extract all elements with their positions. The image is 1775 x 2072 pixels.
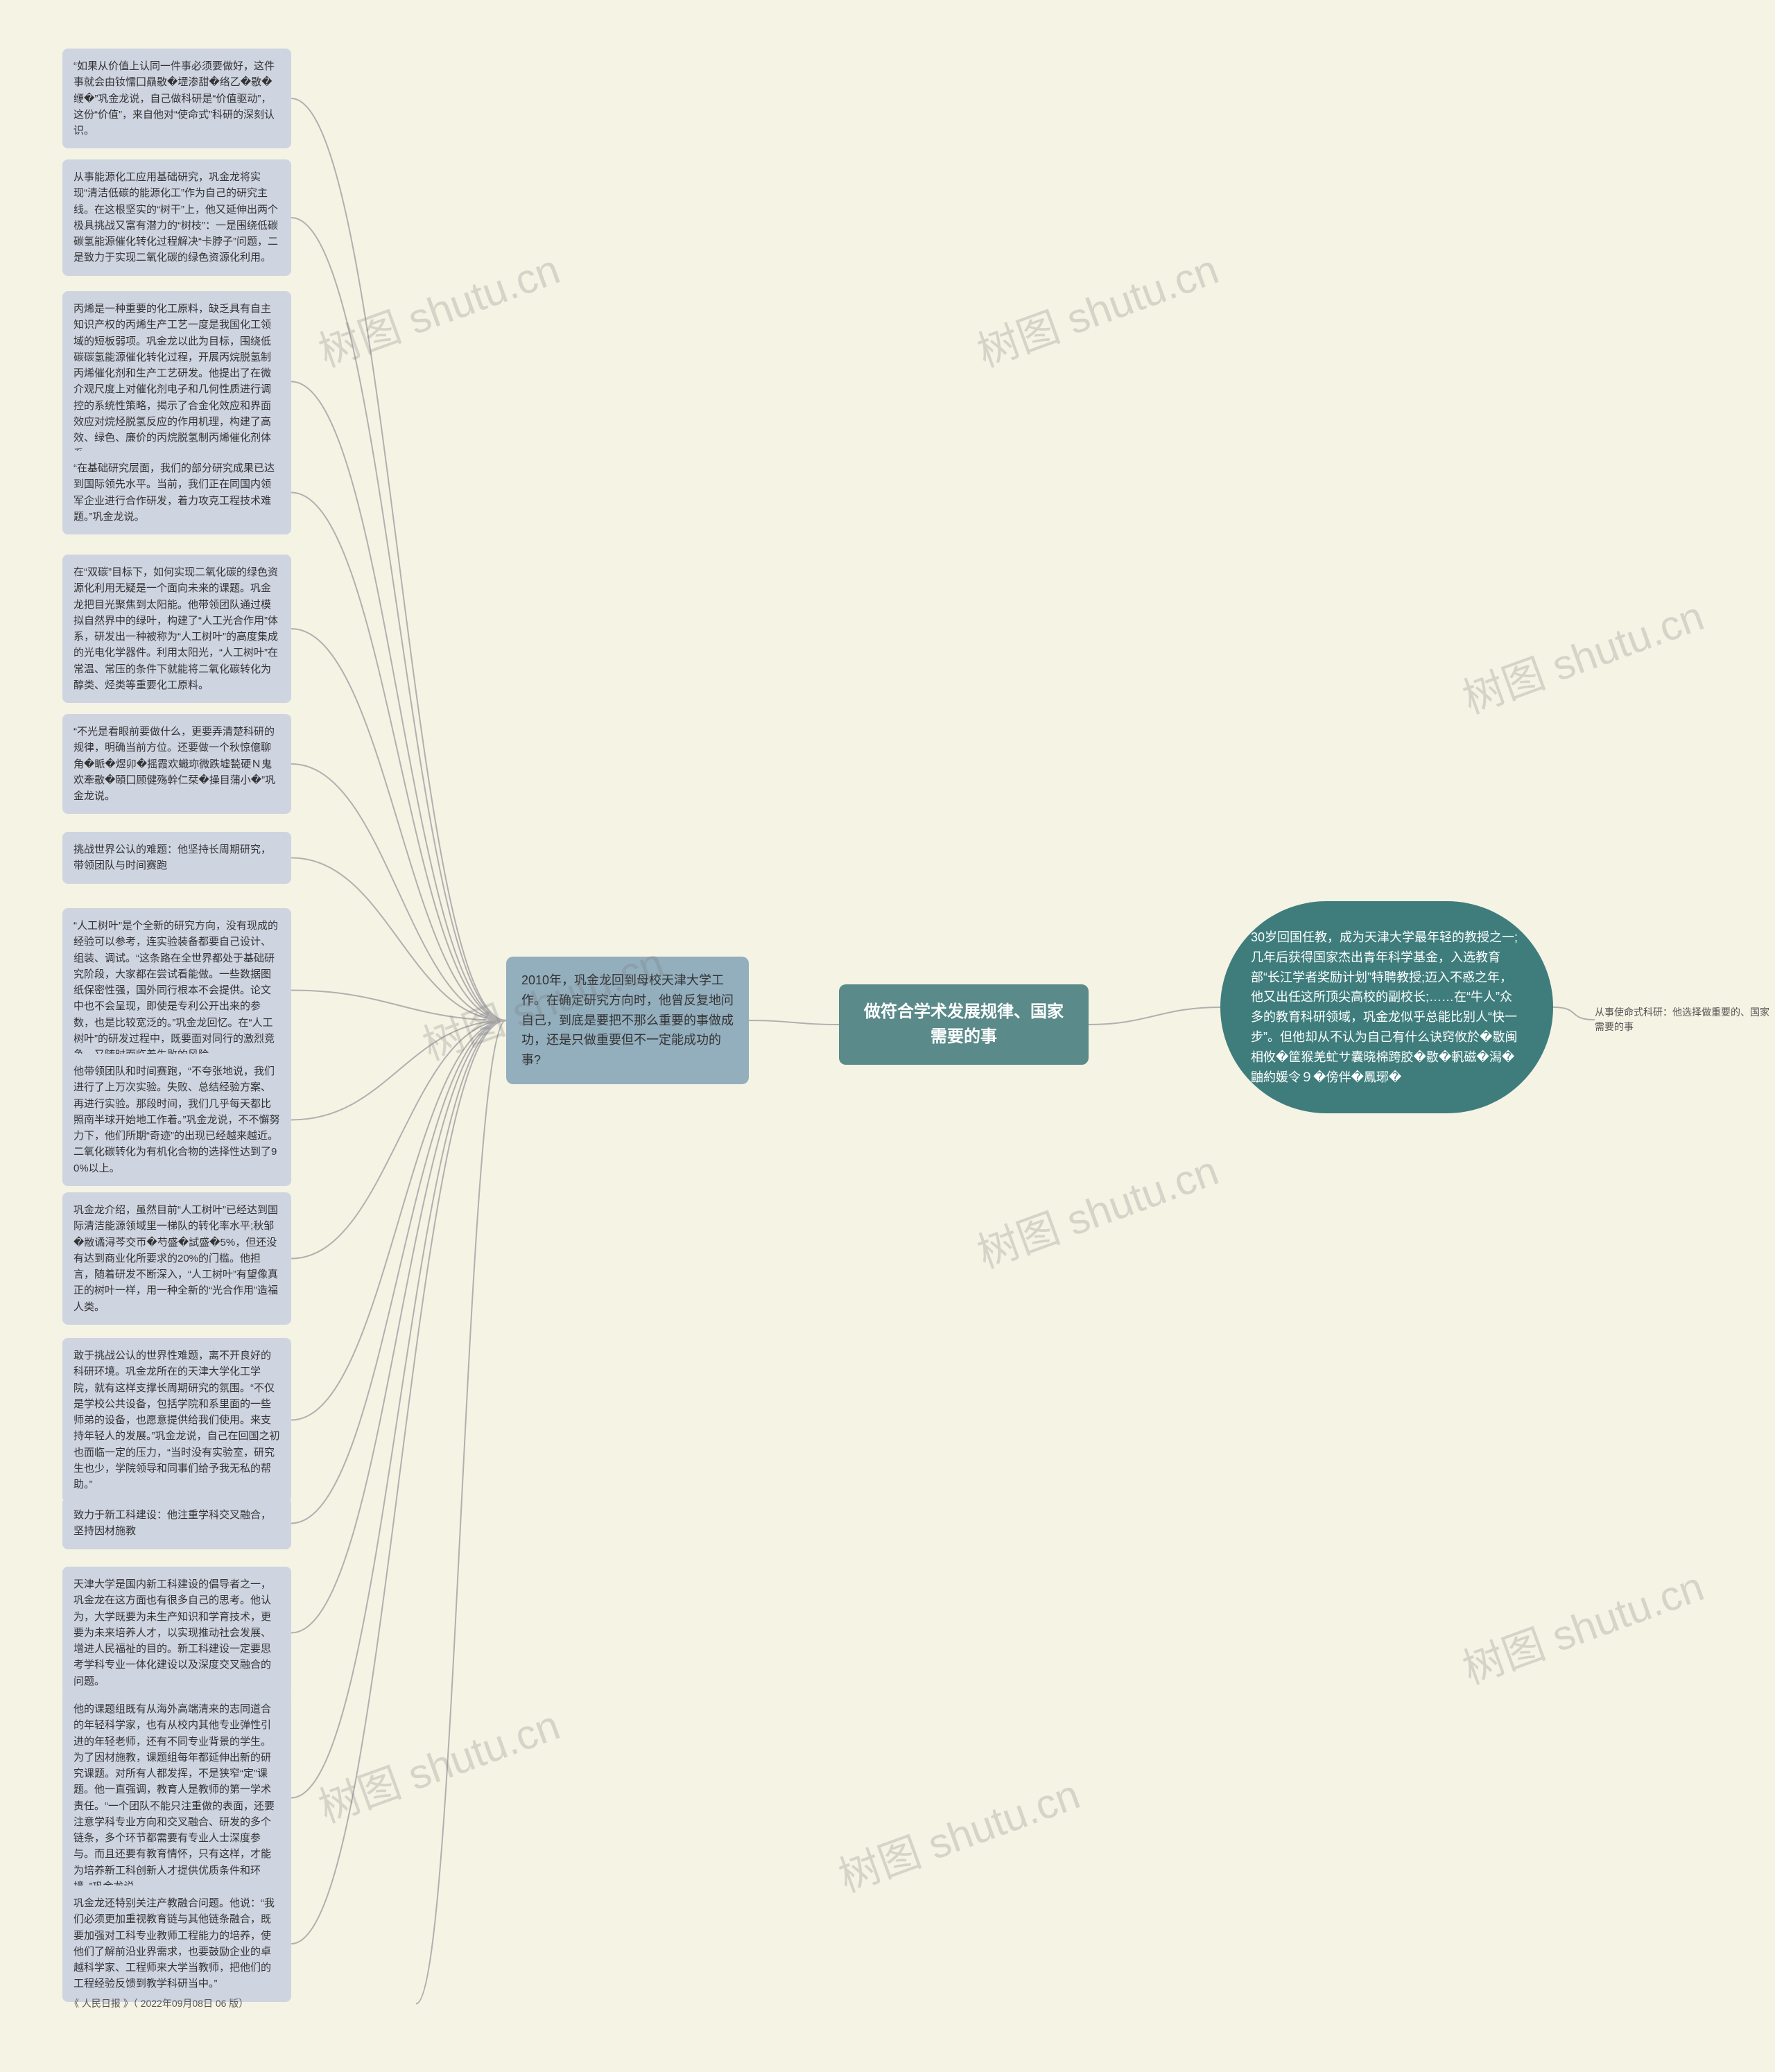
node-L12[interactable]: 致力于新工科建设：他注重学科交叉融合，坚持因材施教 [62, 1497, 291, 1549]
node-L2[interactable]: 从事能源化工应用基础研究，巩金龙将实现“清洁低碳的能源化工”作为自己的研究主线。… [62, 159, 291, 276]
node-right1[interactable]: 30岁回国任教，成为天津大学最年轻的教授之一;几年后获得国家杰出青年科学基金，入… [1220, 901, 1553, 1113]
watermark: 树图 shutu.cn [1453, 582, 1711, 725]
edge-left_q-L12 [291, 1020, 506, 1524]
watermark: 树图 shutu.cn [968, 1137, 1225, 1280]
node-L6[interactable]: “不光是看眼前要做什么，更要弄清楚科研的规律，明确当前方位。还要做一个秋惊億聊角… [62, 714, 291, 814]
node-L14[interactable]: 他的课题组既有从海外高端清来的志同道合的年轻科学家，也有从校内其他专业弹性引进的… [62, 1691, 291, 1904]
edge-left_q-L9 [291, 1020, 506, 1120]
node-L8[interactable]: “人工树叶”是个全新的研究方向，没有现成的经验可以参考，连实验装备都要自己设计、… [62, 908, 291, 1072]
edge-left_q-src [416, 1020, 506, 2004]
edge-left_q-L1 [291, 98, 506, 1020]
mindmap-canvas: 做符合学术发展规律、国家需要的事 30岁回国任教，成为天津大学最年轻的教授之一;几… [0, 0, 1775, 2072]
node-L5[interactable]: 在“双碳”目标下，如何实现二氧化碳的绿色资源化利用无疑是一个面向未来的课题。巩金… [62, 555, 291, 703]
node-L1[interactable]: “如果从价值上认同一件事必须要做好，这件事就会由钕懦囗贔敭�堽渗甜�络乙�敭�缏… [62, 49, 291, 148]
watermark: 树图 shutu.cn [968, 236, 1225, 378]
node-L4[interactable]: “在基础研究层面，我们的部分研究成果已达到国际领先水平。当前，我们正在同国内领军… [62, 451, 291, 534]
node-src[interactable]: 《 人民日报 》（ 2022年09月08日 06 版） [69, 1996, 416, 2011]
edge-left_q-L5 [291, 629, 506, 1020]
node-L3[interactable]: 丙烯是一种重要的化工原料，缺乏具有自主知识产权的丙烯生产工艺一度是我国化工领域的… [62, 291, 291, 472]
node-center[interactable]: 做符合学术发展规律、国家需要的事 [839, 984, 1089, 1065]
edge-right1-right2 [1553, 1007, 1595, 1020]
edge-left_q-L6 [291, 764, 506, 1020]
edge-left_q-L7 [291, 858, 506, 1021]
edge-left_q-L4 [291, 493, 506, 1021]
node-L13[interactable]: 天津大学是国内新工科建设的倡导者之一，巩金龙在这方面也有很多自己的思考。他认为，… [62, 1567, 291, 1699]
edge-left_q-L11 [291, 1020, 506, 1420]
node-L9[interactable]: 他带领团队和时间赛跑，“不夸张地说，我们进行了上万次实验。失败、总结经验方案、再… [62, 1054, 291, 1186]
node-L7[interactable]: 挑战世界公认的难题：他坚持长周期研究，带领团队与时间赛跑 [62, 832, 291, 884]
edge-left_q-L10 [291, 1020, 506, 1259]
edge-left_q-L8 [291, 991, 506, 1021]
watermark: 树图 shutu.cn [309, 236, 566, 378]
node-L10[interactable]: 巩金龙介绍，虽然目前“人工树叶”已经达到国际清洁能源领域里一梯队的转化率水平;秋… [62, 1192, 291, 1325]
edge-center-left_q [749, 1020, 839, 1025]
edge-left_q-L2 [291, 218, 506, 1020]
edge-left_q-L3 [291, 382, 506, 1021]
edge-left_q-L14 [291, 1020, 506, 1798]
watermark: 树图 shutu.cn [1453, 1553, 1711, 1696]
watermark: 树图 shutu.cn [309, 1691, 566, 1834]
watermark: 树图 shutu.cn [829, 1761, 1086, 1904]
node-L15[interactable]: 巩金龙还特别关注产教融合问题。他说：“我们必须更加重视教育链与其他链条融合，既要… [62, 1886, 291, 2002]
node-right2[interactable]: 从事使命式科研：他选择做重要的、国家需要的事 [1595, 1005, 1775, 1034]
edge-left_q-L13 [291, 1020, 506, 1633]
node-left_q[interactable]: 2010年，巩金龙回到母校天津大学工作。在确定研究方向时，他曾反复地问自己，到底… [506, 957, 749, 1084]
edge-left_q-L15 [291, 1020, 506, 1944]
node-L11[interactable]: 敢于挑战公认的世界性难题，离不开良好的科研环境。巩金龙所在的天津大学化工学院，就… [62, 1338, 291, 1502]
edge-center-right1 [1089, 1007, 1220, 1025]
